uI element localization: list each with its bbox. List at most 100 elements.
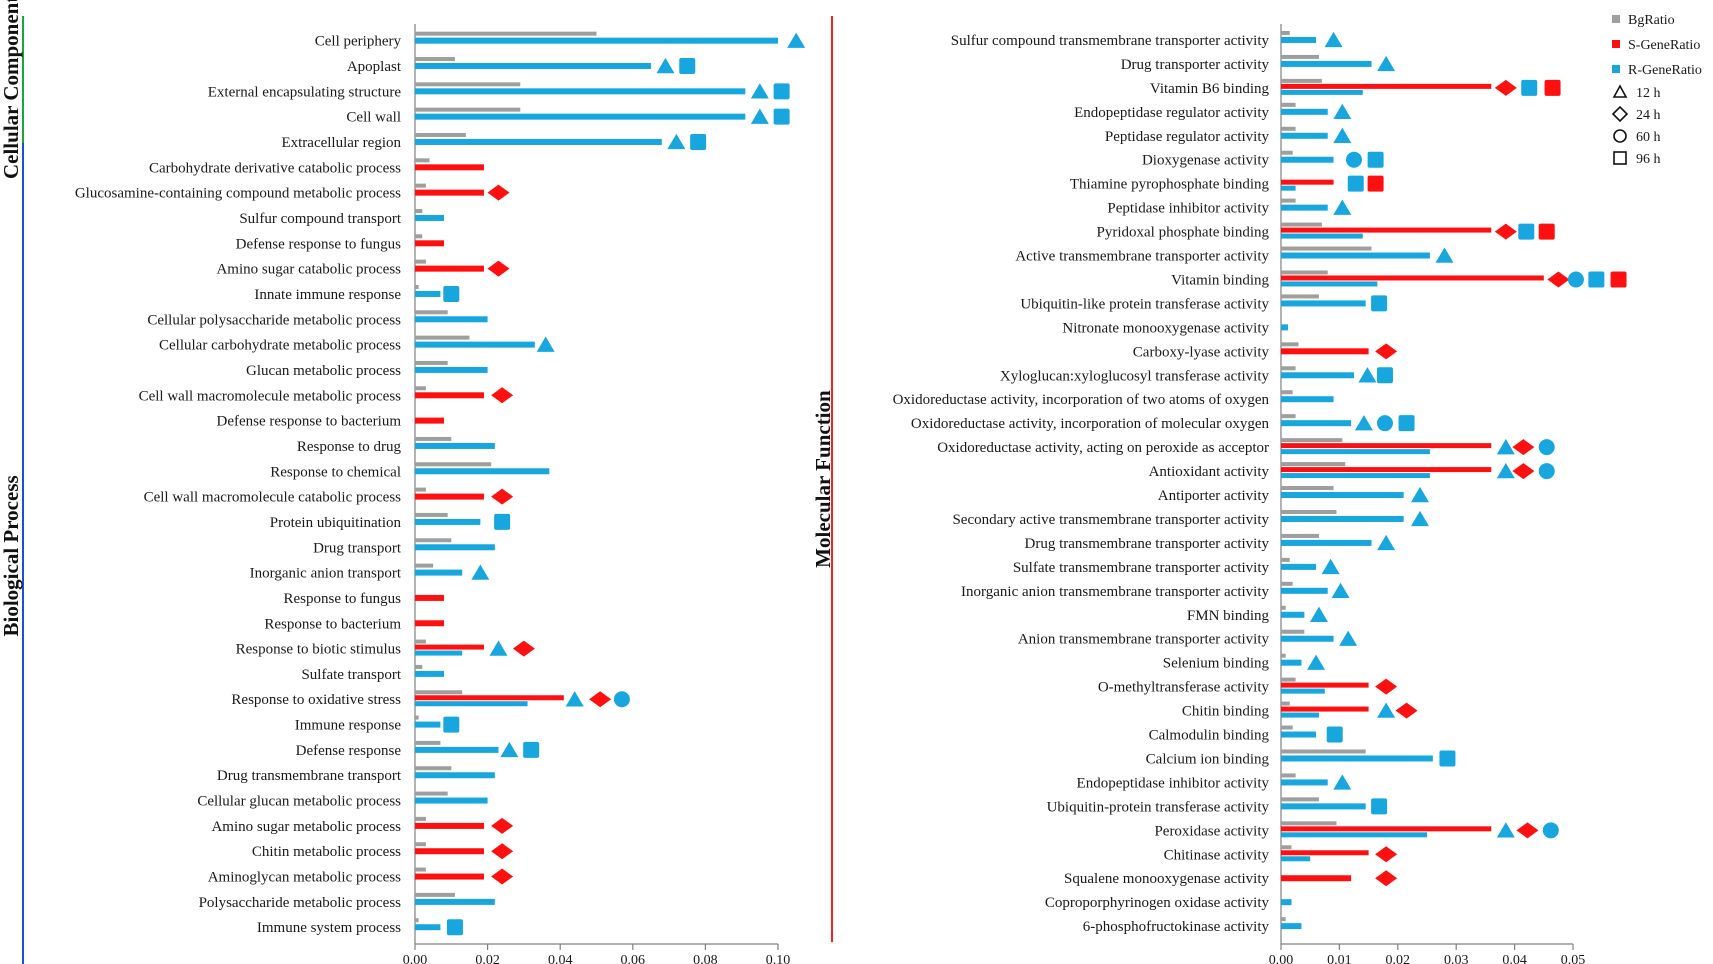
bar-bgratio <box>1281 533 1319 538</box>
x-tick-label: 0.02 <box>475 953 500 964</box>
category-label: Defense response to bacterium <box>216 414 401 430</box>
group-biological-process: Biological Process <box>0 142 24 964</box>
x-tick-label: 0.00 <box>1269 953 1294 964</box>
category-label: Glucan metabolic process <box>246 363 401 379</box>
category-row-response-to-bacterium: Response to bacterium <box>264 616 445 632</box>
category-label: Apoplast <box>347 59 402 75</box>
bar-bgratio <box>1281 438 1343 443</box>
x-tick-label: 0.06 <box>621 953 646 964</box>
bar-r-generatio <box>1281 659 1302 666</box>
bar-bgratio <box>1281 725 1293 730</box>
bar-bgratio <box>1281 653 1286 658</box>
bar-s-generatio <box>1281 875 1352 882</box>
bar-r-generatio <box>1281 204 1328 211</box>
category-row-aminoglycan-metabolic-process: Aminoglycan metabolic process <box>208 867 514 886</box>
category-label: Drug transporter activity <box>1121 57 1270 73</box>
category-row-peptidase-inhibitor-activity: Peptidase inhibitor activity <box>1107 198 1352 217</box>
marker-square-icon <box>773 108 790 125</box>
x-tick-label: 0.05 <box>1561 953 1586 964</box>
bar-bgratio <box>415 234 423 239</box>
bar-bgratio <box>1281 246 1372 251</box>
category-row-response-to-drug: Response to drug <box>297 436 495 455</box>
category-row-cell-wall: Cell wall <box>346 107 790 126</box>
bar-r-generatio <box>1281 89 1363 95</box>
category-label: Response to chemical <box>270 464 401 480</box>
category-row-thiamine-pyrophosphate-binding: Thiamine pyrophosphate binding <box>1070 175 1384 193</box>
marker-diamond-icon <box>1512 439 1535 456</box>
legend-60h-label: 60 h <box>1636 130 1661 145</box>
marker-diamond-icon <box>487 260 510 277</box>
category-row-cellular-glucan-metabolic-process: Cellular glucan metabolic process <box>197 791 488 810</box>
category-label: Response to oxidative stress <box>231 692 401 708</box>
category-row-drug-transmembrane-transport: Drug transmembrane transport <box>217 766 495 784</box>
marker-triangle-icon <box>1333 127 1352 143</box>
category-label: Cellular carbohydrate metabolic process <box>159 338 401 354</box>
legend-triangle-icon <box>1612 84 1628 98</box>
legend-r-swatch <box>1612 65 1620 73</box>
bar-bgratio <box>1281 749 1366 754</box>
category-row-immune-response: Immune response <box>295 715 460 734</box>
legend-96h-label: 96 h <box>1636 152 1661 167</box>
category-row-defense-response-to-bacterium: Defense response to bacterium <box>216 414 445 430</box>
bar-s-generatio <box>415 848 484 855</box>
category-row-vitamin-b6-binding: Vitamin B6 binding <box>1150 78 1561 97</box>
category-label: Ubiquitin-like protein transferase activ… <box>1020 296 1269 312</box>
bar-bgratio <box>1281 509 1337 514</box>
category-label: Amino sugar catabolic process <box>216 262 401 278</box>
marker-diamond-icon <box>487 184 510 201</box>
marker-triangle-icon <box>750 83 769 99</box>
category-label: Vitamin binding <box>1171 272 1269 288</box>
category-label: Polysaccharide metabolic process <box>199 895 402 911</box>
category-label: Peroxidase activity <box>1154 823 1269 839</box>
bar-bgratio <box>1281 462 1346 467</box>
x-tick-label: 0.04 <box>548 953 573 964</box>
marker-diamond-icon <box>491 817 514 834</box>
x-tick-label: 0.03 <box>1444 953 1469 964</box>
bar-bgratio <box>415 715 419 720</box>
category-label: Squalene monooxygenase activity <box>1064 871 1269 887</box>
bar-r-generatio <box>415 468 550 475</box>
bar-r-generatio <box>1281 923 1302 930</box>
bar-s-generatio <box>1281 826 1492 832</box>
x-tick-label: 0.04 <box>1502 953 1527 964</box>
category-label: O-methyltransferase activity <box>1098 680 1270 696</box>
bar-s-generatio <box>1281 83 1492 89</box>
panel-right-chart: 0.00 0.01 0.02 0.03 0.04 0.05 Sulfur compound … <box>811 16 1627 964</box>
marker-triangle-icon <box>1377 534 1396 551</box>
marker-square-icon <box>1367 175 1384 192</box>
category-label: Antioxidant activity <box>1149 464 1270 480</box>
legend: BgRatio S-GeneRatio R-GeneRatio 12 h 24 … <box>1611 13 1702 167</box>
bar-r-generatio <box>1281 372 1354 379</box>
marker-triangle-icon <box>489 640 508 656</box>
category-row-active-transmembrane-transporter-activity: Active transmembrane transporter activit… <box>1015 246 1454 265</box>
category-label: Defense response to fungus <box>236 236 402 252</box>
category-row-response-to-biotic-stimulus: Response to biotic stimulus <box>236 639 535 658</box>
bar-r-generatio <box>415 569 463 576</box>
category-label: Antiporter activity <box>1158 488 1270 504</box>
bar-bgratio <box>1281 150 1293 155</box>
category-label: Pyridoxal phosphate binding <box>1097 225 1270 241</box>
marker-diamond-icon <box>491 387 514 404</box>
bar-s-generatio <box>1281 275 1544 281</box>
bar-r-generatio <box>1281 60 1372 67</box>
bar-bgratio <box>415 664 423 669</box>
bar-s-generatio <box>1281 682 1369 688</box>
marker-square-icon <box>1544 79 1561 96</box>
bar-bgratio <box>415 82 521 87</box>
panel-left-chart: 0.00 0.02 0.04 0.06 0.08 0.10 Cell periphery Ap… <box>0 0 806 964</box>
category-row-endopeptidase-regulator-activity: Endopeptidase regulator activity <box>1074 102 1352 121</box>
category-label: Chitinase activity <box>1164 847 1270 863</box>
marker-diamond-icon <box>491 868 514 885</box>
category-row-amino-sugar-metabolic-process: Amino sugar metabolic process <box>211 816 514 835</box>
marker-circle-icon <box>1542 822 1559 839</box>
marker-diamond-icon <box>1516 822 1539 839</box>
category-label: Cell wall macromolecule catabolic proces… <box>144 490 402 506</box>
bar-bgratio <box>1281 701 1290 706</box>
bar-r-generatio <box>1281 712 1319 718</box>
bar-s-generatio <box>1281 850 1369 856</box>
marker-square-icon <box>773 83 790 100</box>
marker-square-icon <box>1376 367 1393 384</box>
category-row-cell-periphery: Cell periphery <box>315 31 806 50</box>
marker-circle-icon <box>1538 463 1555 480</box>
category-row-cell-wall-macromolecule-catabolic-process: Cell wall macromolecule catabolic proces… <box>144 487 514 506</box>
